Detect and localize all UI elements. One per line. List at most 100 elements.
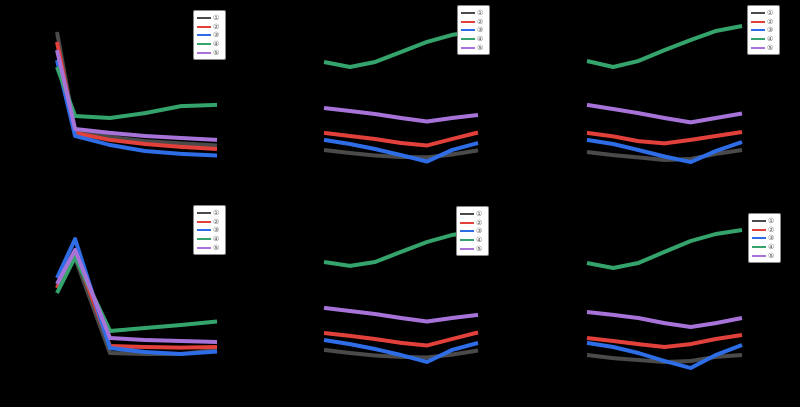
legend-line-swatch: [461, 12, 475, 15]
legend-label: ②: [768, 225, 775, 234]
legend-label: ②: [213, 22, 220, 31]
legend-item: ①: [752, 217, 778, 226]
legend-item: ②: [751, 18, 777, 27]
legend-item: ②: [197, 23, 223, 32]
legend-item: ①: [751, 9, 777, 18]
bottom-left-series-5-line: [55, 248, 218, 344]
legend-line-swatch: [752, 246, 766, 249]
bottom-right-series-2-line: [586, 333, 743, 349]
legend-label: ①: [213, 209, 220, 218]
legend-item: ⑤: [751, 43, 777, 52]
legend-item: ④: [751, 35, 777, 44]
bottom-middle-series-5-line: [323, 305, 479, 324]
legend-line-swatch: [751, 20, 765, 23]
bottom-left-series-3-line: [55, 237, 218, 356]
legend-label: ②: [476, 218, 483, 227]
legend-label: ④: [477, 35, 484, 44]
legend-label: ③: [767, 26, 774, 35]
legend-label: ⑤: [476, 244, 483, 253]
legend-line-swatch: [197, 17, 211, 20]
legend-item: ④: [752, 243, 778, 252]
legend-line-swatch: [461, 29, 475, 32]
legend-item: ②: [752, 226, 778, 235]
legend-label: ④: [476, 236, 483, 245]
top-left-series-4-line: [55, 66, 218, 120]
legend-item: ③: [197, 31, 223, 40]
legend-label: ③: [476, 227, 483, 236]
top-right-series-3-line: [586, 137, 743, 165]
legend-line-swatch: [460, 221, 474, 224]
legend-label: ③: [213, 31, 220, 40]
legend-item: ⑤: [197, 48, 223, 57]
top-right-series-2-line: [586, 130, 743, 146]
legend-line-swatch: [751, 12, 765, 15]
legend-label: ⑤: [767, 43, 774, 52]
legend-label: ②: [213, 217, 220, 226]
legend-item: ③: [197, 226, 223, 235]
legend-line-swatch: [461, 46, 475, 49]
legend-label: ①: [476, 210, 483, 219]
legend-label: ②: [477, 17, 484, 26]
legend-line-swatch: [197, 212, 211, 215]
legend-item: ②: [197, 218, 223, 227]
legend-item: ⑤: [752, 251, 778, 260]
legend-item: ②: [460, 219, 486, 228]
legend-item: ③: [751, 26, 777, 35]
top-left-series-5-line: [55, 49, 218, 142]
legend-label: ④: [213, 235, 220, 244]
top-middle-series-5-line: [323, 106, 479, 124]
legend-line-swatch: [752, 220, 766, 223]
bottom-middle-series-3-line: [323, 338, 479, 364]
legend-item: ①: [460, 210, 486, 219]
legend-item: ④: [461, 35, 487, 44]
legend-item: ①: [197, 209, 223, 218]
legend-line-swatch: [197, 229, 211, 232]
legend-line-swatch: [751, 29, 765, 32]
top-middle-series-2-line: [323, 130, 479, 148]
legend-label: ⑤: [213, 48, 220, 57]
legend-label: ③: [213, 226, 220, 235]
legend-item: ⑤: [197, 243, 223, 252]
legend-line-swatch: [197, 34, 211, 37]
legend-line-swatch: [197, 220, 211, 223]
bottom-middle-series-2-line: [323, 330, 479, 348]
top-right-series-4-line: [586, 24, 743, 69]
legend-label: ①: [213, 14, 220, 23]
legend-line-swatch: [197, 43, 211, 46]
bottom-right-series-4-line: [586, 228, 743, 270]
legend-item: ④: [460, 236, 486, 245]
legend-item: ①: [461, 9, 487, 18]
legend-line-swatch: [460, 239, 474, 242]
legend-label: ②: [767, 17, 774, 26]
top-right-series-1-line: [586, 148, 743, 162]
legend-line-swatch: [752, 237, 766, 240]
legend-label: ①: [767, 9, 774, 18]
bottom-middle-series-4-line: [323, 228, 479, 268]
legend-line-swatch: [752, 228, 766, 231]
legend-line-swatch: [460, 213, 474, 216]
legend-label: ⑤: [213, 243, 220, 252]
legend-item: ③: [752, 234, 778, 243]
legend-label: ④: [768, 243, 775, 252]
legend-line-swatch: [197, 51, 211, 54]
legend-label: ⑤: [477, 43, 484, 52]
legend-line-swatch: [460, 230, 474, 233]
legend-line-swatch: [460, 247, 474, 250]
top-middle-series-4-line: [323, 29, 479, 69]
bottom-right-series-3-line: [586, 340, 743, 370]
legend-label: ⑤: [768, 251, 775, 260]
legend-line-swatch: [751, 38, 765, 41]
top-right-series-5-line: [586, 102, 743, 125]
legend-label: ④: [767, 35, 774, 44]
legend-line-swatch: [751, 46, 765, 49]
bottom-left-series-4-line: [55, 255, 218, 333]
legend-item: ②: [461, 18, 487, 27]
legend-item: ①: [197, 14, 223, 23]
legend-label: ③: [768, 234, 775, 243]
legend-line-swatch: [197, 25, 211, 28]
legend-item: ⑤: [461, 43, 487, 52]
